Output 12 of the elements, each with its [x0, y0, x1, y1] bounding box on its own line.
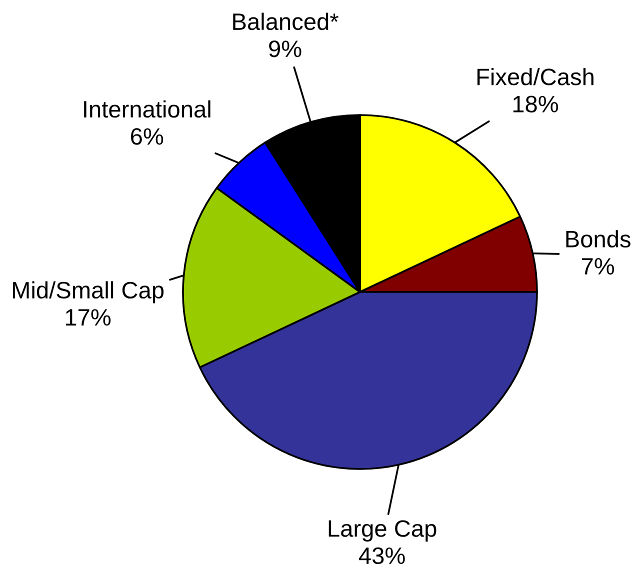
data-label: 6% — [131, 128, 164, 145]
slice-label: Fixed/Cash — [477, 68, 594, 86]
data-label: 7% — [582, 258, 614, 275]
data-label: 9% — [269, 40, 302, 58]
data-label: 43% — [358, 547, 405, 564]
data-label: 18% — [513, 96, 558, 112]
slice-label: Mid/Small Cap — [12, 281, 164, 304]
slice-label: Balanced* — [233, 12, 338, 30]
data-label: 17% — [66, 309, 111, 326]
slice-label: Bonds — [566, 230, 630, 248]
slice-label: International — [84, 100, 210, 118]
slice-label: Large Cap — [328, 520, 436, 542]
